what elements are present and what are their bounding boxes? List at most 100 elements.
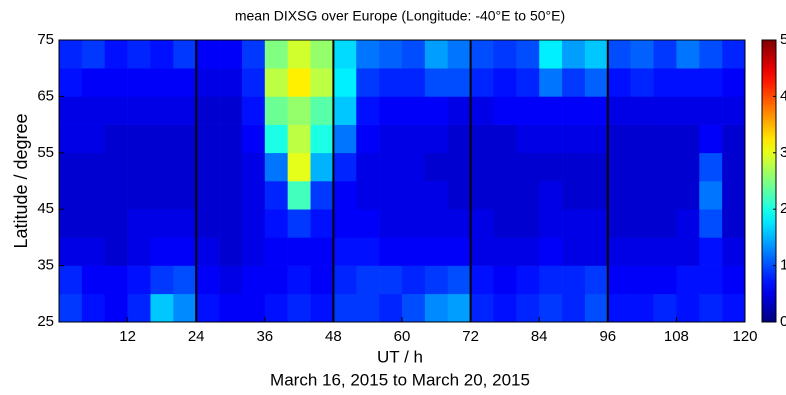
heatmap-cell (81, 40, 106, 69)
heatmap-cell (81, 209, 106, 238)
heatmap-cell (630, 96, 654, 125)
x-tick-label: 84 (531, 328, 548, 345)
heatmap-cell (287, 96, 311, 125)
heatmap-cell (219, 124, 243, 154)
y-tick-label: 65 (37, 87, 54, 104)
heatmap-cell (653, 68, 677, 97)
heatmap-cell (59, 237, 83, 266)
heatmap-cell (516, 96, 540, 125)
heatmap-cell (241, 237, 266, 266)
heatmap-cell (516, 152, 540, 182)
heatmap-cell (584, 181, 609, 210)
heatmap-cell (676, 152, 700, 182)
heatmap-cell (539, 237, 563, 266)
heatmap-cell (333, 181, 357, 210)
heatmap-cell (196, 237, 220, 266)
heatmap-cell (493, 124, 517, 154)
heatmap-cell (493, 40, 517, 69)
heatmap-cell (310, 40, 334, 69)
heatmap-cell (81, 265, 106, 295)
heatmap-cell (607, 209, 631, 238)
heatmap-cell (59, 181, 83, 210)
heatmap-cell (447, 124, 471, 154)
heatmap-cell (241, 209, 266, 238)
heatmap-cell (676, 265, 700, 295)
heatmap-cell (310, 152, 334, 182)
heatmap-cell (59, 152, 83, 182)
heatmap-cell (493, 96, 517, 125)
heatmap-cell (356, 68, 380, 97)
heatmap-cell (424, 40, 449, 69)
heatmap-cell (470, 124, 494, 154)
heatmap-cell (173, 209, 197, 238)
chart-title: mean DIXSG over Europe (Longitude: -40°E… (235, 8, 565, 24)
heatmap-cell (699, 293, 723, 323)
heatmap-cell (653, 181, 677, 210)
heatmap-cell (493, 181, 517, 210)
heatmap-cell (196, 96, 220, 125)
heatmap-cell (607, 124, 631, 154)
heatmap-cell (241, 181, 266, 210)
colorbar-tick-label: 3 (780, 144, 786, 161)
heatmap-cell (356, 181, 380, 210)
x-tick-label: 72 (462, 328, 479, 345)
heatmap-cell (402, 40, 426, 69)
heatmap-cell (264, 209, 288, 238)
heatmap-cell (333, 68, 357, 97)
colorbar-tick-label: 5 (780, 31, 786, 48)
heatmap-cell (59, 265, 83, 295)
heatmap-cell (150, 40, 174, 69)
heatmap-cell (424, 181, 449, 210)
heatmap-cell (699, 96, 723, 125)
heatmap-cell (516, 124, 540, 154)
heatmap-cell (630, 293, 654, 323)
y-tick-label: 35 (37, 257, 54, 274)
heatmap-cell (127, 265, 151, 295)
heatmap-cell (173, 124, 197, 154)
x-tick-label: 24 (188, 328, 205, 345)
heatmap-cell (630, 237, 654, 266)
heatmap-cell (539, 40, 563, 69)
heatmap-cell (699, 237, 723, 266)
heatmap-cell (722, 265, 746, 295)
heatmap-cell (424, 265, 449, 295)
heatmap-cell (150, 152, 174, 182)
heatmap-cell (264, 265, 288, 295)
heatmap-cell (424, 293, 449, 323)
heatmap-cell (676, 209, 700, 238)
y-tick-label: 45 (37, 200, 54, 217)
x-tick-label: 12 (119, 328, 136, 345)
heatmap-cell (607, 237, 631, 266)
heatmap-cell (653, 209, 677, 238)
heatmap-cell (196, 181, 220, 210)
x-tick-label: 108 (664, 328, 689, 345)
heatmap-cell (424, 209, 449, 238)
heatmap-cell (356, 265, 380, 295)
heatmap-cell (264, 68, 288, 97)
heatmap-cell (676, 40, 700, 69)
heatmap-cell (287, 68, 311, 97)
heatmap-cell (173, 237, 197, 266)
heatmap-cell (584, 209, 609, 238)
heatmap-cell (562, 237, 586, 266)
heatmap-cell (562, 40, 586, 69)
heatmap-cell (150, 237, 174, 266)
heatmap-cell (722, 124, 746, 154)
heatmap-cell (584, 40, 609, 69)
heatmap-cell (447, 209, 471, 238)
heatmap-cell (104, 293, 128, 323)
heatmap-cell (310, 181, 334, 210)
heatmap-cell (104, 237, 128, 266)
heatmap-cell (493, 209, 517, 238)
heatmap-cell (219, 40, 243, 69)
heatmap-cell (516, 237, 540, 266)
heatmap-cell (379, 124, 403, 154)
heatmap-cell (447, 96, 471, 125)
heatmap-cell (379, 40, 403, 69)
heatmap-cell (653, 124, 677, 154)
heatmap-cell (356, 209, 380, 238)
heatmap-cell (310, 68, 334, 97)
heatmap-cell (584, 237, 609, 266)
heatmap-cell (607, 293, 631, 323)
heatmap-cell (127, 68, 151, 97)
